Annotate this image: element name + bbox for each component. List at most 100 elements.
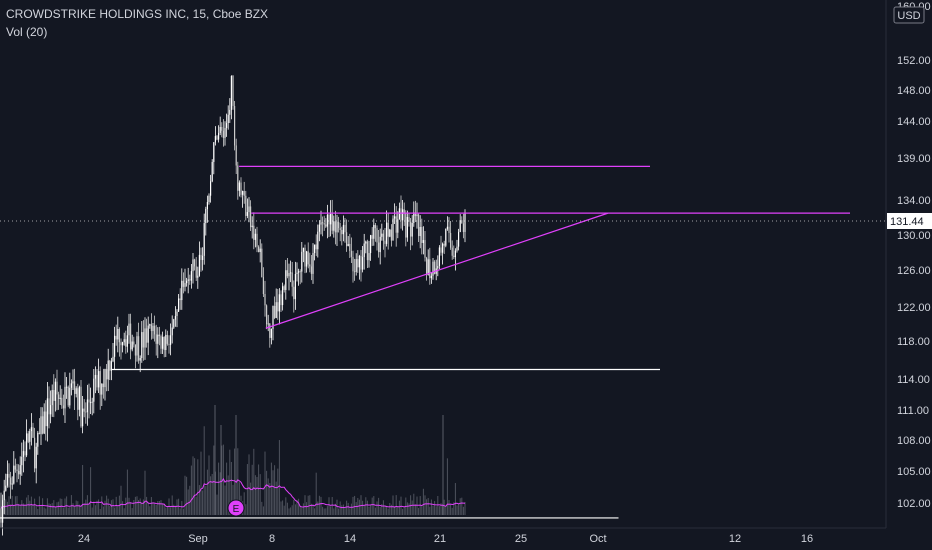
volume-bar — [101, 496, 103, 515]
candle-body — [430, 275, 432, 279]
candle-body — [214, 136, 216, 143]
candle-body — [438, 247, 440, 267]
volume-bar — [142, 499, 144, 515]
candle-body — [5, 485, 7, 491]
volume-indicator-label[interactable]: Vol (20) — [6, 25, 48, 39]
volume-ma-path — [0, 477, 466, 509]
volume-bar — [326, 506, 328, 515]
candle-body — [309, 264, 311, 267]
volume-bar — [453, 502, 455, 515]
time-tick-label: 16 — [801, 533, 813, 545]
candle-body — [109, 360, 111, 371]
candle-body — [328, 214, 330, 225]
volume-bar — [435, 506, 437, 515]
volume-bar — [274, 465, 276, 515]
candle-body — [117, 329, 119, 340]
candle-body — [134, 344, 136, 356]
volume-bar — [267, 478, 269, 515]
chart-legend-title[interactable]: CROWDSTRIKE HOLDINGS INC, 15, Cboe BZX — [6, 7, 269, 21]
time-tick-label: 24 — [78, 533, 90, 545]
candle-body — [245, 195, 247, 216]
time-axis[interactable]: 24 Sep 8 14 21 25 Oct 12 16 — [0, 527, 886, 545]
volume-bar — [104, 500, 106, 515]
candle-body — [37, 432, 39, 447]
volume-bar — [197, 459, 199, 515]
candle-body — [107, 360, 109, 380]
volume-bar — [43, 507, 45, 515]
volume-bar — [46, 498, 48, 515]
candle-body — [59, 397, 61, 399]
volume-bar — [262, 506, 264, 515]
volume-bar — [202, 490, 204, 515]
drawings[interactable] — [0, 165, 850, 519]
price-tick-label: 134.00 — [897, 195, 931, 207]
volume-bar — [432, 505, 434, 515]
candle-body — [275, 302, 277, 318]
volume-bar — [14, 496, 16, 515]
candle-body — [80, 386, 82, 427]
candle-body — [283, 286, 285, 290]
volume-bar — [184, 475, 186, 515]
candle-body — [38, 432, 40, 435]
candle-body — [0, 508, 2, 523]
candle-body — [339, 228, 341, 231]
candle-body — [410, 221, 412, 237]
candle-body — [368, 253, 370, 261]
volume-bar — [450, 504, 452, 515]
volume-bar — [91, 507, 93, 515]
candle-body — [256, 233, 258, 247]
volume-bar — [174, 505, 176, 515]
event-marker[interactable]: E — [227, 499, 245, 517]
volume-bar — [293, 499, 295, 515]
candle-body — [314, 244, 316, 254]
volume-bar — [221, 445, 223, 515]
volume-bar — [106, 495, 108, 515]
candle-body — [310, 266, 312, 274]
candle-body — [419, 226, 421, 237]
volume-bar — [338, 508, 340, 515]
candle-body — [427, 259, 429, 275]
volume-bar — [323, 508, 325, 515]
candle-body — [138, 336, 140, 361]
volume-bar — [301, 507, 303, 515]
volume-bar — [408, 503, 410, 515]
volume-bar — [171, 495, 173, 515]
candle-body — [48, 398, 50, 415]
candle-body — [371, 235, 373, 239]
candle-body — [122, 342, 124, 346]
volume-bar — [386, 505, 388, 515]
candle-body — [43, 411, 45, 434]
volume-bar — [418, 507, 420, 515]
volume-bar — [173, 504, 175, 515]
candle-body — [171, 327, 173, 336]
candle-body — [163, 336, 165, 351]
candle-body — [288, 272, 290, 277]
price-tick-label: 102.00 — [897, 498, 931, 510]
volume-bar — [99, 508, 101, 515]
volume-bar — [373, 496, 375, 515]
volume-bar — [37, 508, 39, 515]
price-tick-label: 122.00 — [897, 302, 931, 314]
candle-body — [218, 132, 220, 140]
candle-body — [360, 255, 362, 270]
volume-bar — [170, 507, 172, 515]
candle-body — [50, 405, 52, 415]
volume-bar — [75, 500, 77, 515]
candle-body — [461, 220, 463, 224]
ascending-trendline[interactable] — [265, 212, 609, 329]
volume-bar — [83, 503, 85, 515]
volume-bar — [314, 508, 316, 515]
currency-badge: USD — [893, 6, 925, 24]
volume-bar — [163, 503, 165, 515]
volume-bar — [368, 506, 370, 515]
volume-bar — [237, 448, 239, 515]
volume-bar — [182, 508, 184, 515]
candle-body — [270, 328, 272, 338]
candle-body — [347, 243, 349, 247]
volume-bar — [270, 462, 272, 515]
candle-body — [235, 145, 237, 166]
price-axis[interactable]: 160.00152.00148.00144.00139.00134.00130.… — [885, 0, 931, 528]
volume-bar — [259, 474, 261, 515]
price-tick-label: 118.00 — [897, 336, 930, 348]
